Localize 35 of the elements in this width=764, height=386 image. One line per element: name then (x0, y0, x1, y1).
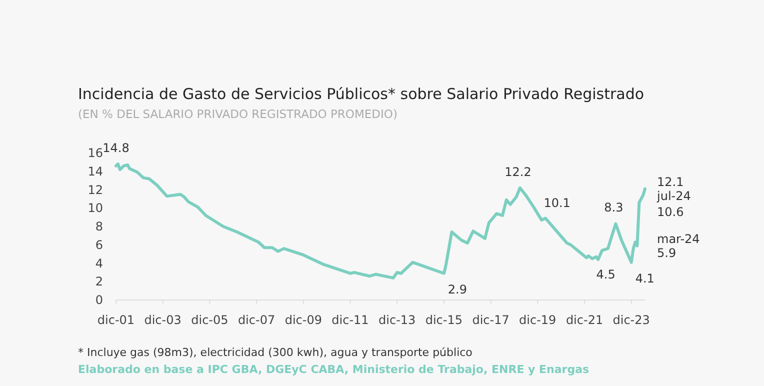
x-tick-label: dic-17 (472, 313, 510, 327)
x-tick-label: dic-15 (425, 313, 463, 327)
annotation: mar-24 5.9 (657, 232, 700, 260)
annotation: 12.1 jul-24 (656, 174, 691, 203)
x-tick-label: dic-01 (97, 313, 135, 327)
x-tick-label: dic-09 (284, 313, 322, 327)
annotation: 14.8 (102, 141, 130, 156)
annotation: 2.9 (448, 282, 468, 296)
text: * Incluye gas (98m3), electricidad (300 kwh), agua y transporte público (78, 346, 473, 359)
y-tick-label: 4 (95, 256, 103, 270)
x-tick-label: dic-11 (332, 313, 369, 327)
annotation: 10.1 (544, 196, 570, 210)
y-tick-label: 14 (88, 164, 103, 178)
y-tick-label: 2 (95, 274, 103, 289)
y-tick-label: 8 (95, 220, 103, 234)
y-tick-label: 6 (95, 238, 103, 252)
y-tick-label: 0 (95, 293, 103, 307)
x-tick-label: dic-05 (191, 313, 228, 327)
y-tick-label: 16 (88, 146, 103, 160)
x-tick-label: dic-19 (519, 313, 556, 327)
annotation: 4.5 (596, 268, 616, 282)
annotation: 8.3 (604, 200, 624, 215)
x-tick-label: dic-21 (566, 313, 604, 327)
x-tick-label: dic-03 (144, 313, 182, 327)
chart-title: Incidencia de Gasto de Servicios Públicos* sobre Salario Privado Registrado (78, 85, 644, 103)
annotation: 12.2 (504, 164, 532, 179)
y-tick-label: 12 (88, 182, 103, 197)
x-tick-label: dic-13 (378, 313, 416, 327)
annotation: 4.1 (635, 271, 654, 286)
annotation: 10.6 (657, 204, 684, 219)
chart-subtitle: (EN % DEL SALARIO PRIVADO REGISTRADO PROMEDIO) (78, 107, 398, 121)
y-tick-label: 10 (88, 201, 103, 216)
x-tick-label: dic-07 (238, 313, 276, 327)
x-tick-label: dic-23 (612, 313, 650, 327)
text: Elaborado en base a IPC GBA, DGEyC CABA, Ministerio de Trabajo, ENRE y Enargas (78, 363, 590, 376)
